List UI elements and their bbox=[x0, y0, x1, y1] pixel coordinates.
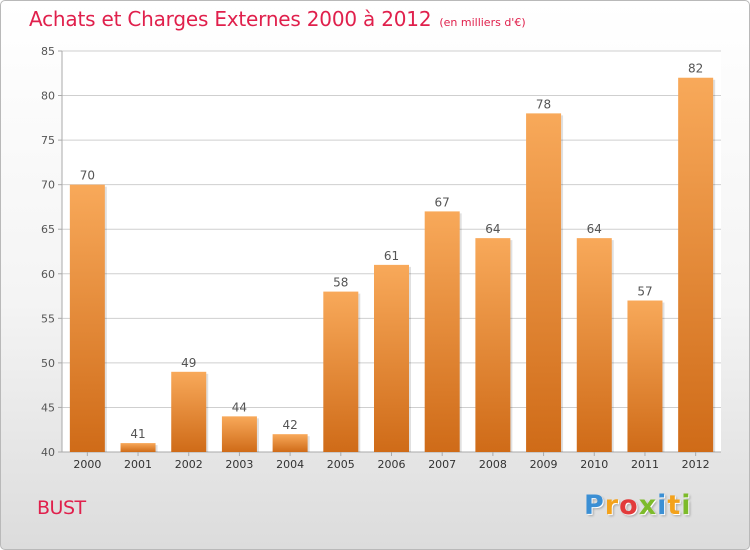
x-tick-label: 2009 bbox=[530, 458, 558, 471]
x-tick-label: 2000 bbox=[73, 458, 101, 471]
bar bbox=[475, 238, 511, 452]
data-label: 57 bbox=[637, 285, 652, 299]
y-tick-label: 45 bbox=[41, 401, 55, 414]
logo-letter: r bbox=[604, 490, 620, 521]
data-label: 44 bbox=[232, 400, 247, 414]
data-label: 67 bbox=[435, 195, 450, 209]
data-label: 41 bbox=[130, 427, 145, 441]
proxiti-logo: Proxiti bbox=[584, 490, 692, 521]
bar bbox=[627, 300, 663, 452]
bar bbox=[526, 113, 562, 452]
logo-letter: o bbox=[619, 490, 639, 521]
logo-letter: x bbox=[638, 490, 658, 521]
y-tick-label: 50 bbox=[41, 357, 55, 370]
x-tick-label: 2010 bbox=[580, 458, 608, 471]
x-tick-label: 2008 bbox=[479, 458, 507, 471]
bar bbox=[424, 211, 460, 452]
y-tick-label: 80 bbox=[41, 90, 55, 103]
x-tick-label: 2011 bbox=[631, 458, 659, 471]
y-tick-label: 75 bbox=[41, 134, 55, 147]
data-label: 61 bbox=[384, 249, 399, 263]
x-tick-label: 2006 bbox=[378, 458, 406, 471]
y-tick-label: 60 bbox=[41, 268, 55, 281]
data-label: 58 bbox=[333, 276, 348, 290]
x-tick-label: 2001 bbox=[124, 458, 152, 471]
data-label: 64 bbox=[587, 222, 602, 236]
bar bbox=[272, 434, 308, 452]
bar bbox=[69, 184, 105, 452]
x-tick-label: 2005 bbox=[327, 458, 355, 471]
logo-letter: t bbox=[667, 490, 682, 521]
logo-letter: i bbox=[657, 490, 668, 521]
y-tick-label: 65 bbox=[41, 223, 55, 236]
bar bbox=[678, 77, 714, 452]
logo-letter: P bbox=[584, 490, 605, 521]
bar bbox=[323, 291, 359, 452]
title-text: Achats et Charges Externes 2000 à 2012 bbox=[29, 7, 432, 31]
bar bbox=[120, 443, 156, 452]
y-tick-label: 85 bbox=[41, 45, 55, 58]
chart-title: Achats et Charges Externes 2000 à 2012 (e… bbox=[29, 7, 526, 31]
chart-subtitle: (en milliers d'€) bbox=[439, 16, 526, 29]
data-label: 82 bbox=[688, 62, 703, 76]
bar bbox=[221, 416, 257, 452]
data-label: 49 bbox=[181, 356, 196, 370]
x-tick-label: 2003 bbox=[225, 458, 253, 471]
y-tick-label: 40 bbox=[41, 446, 55, 459]
x-tick-label: 2012 bbox=[682, 458, 710, 471]
bar bbox=[374, 264, 409, 452]
commune-name: BUST bbox=[37, 497, 86, 519]
x-tick-label: 2007 bbox=[428, 458, 456, 471]
data-label: 70 bbox=[80, 169, 95, 183]
x-tick-label: 2002 bbox=[175, 458, 203, 471]
data-label: 42 bbox=[282, 418, 297, 432]
logo-letter: i bbox=[681, 490, 692, 521]
data-label: 64 bbox=[485, 222, 500, 236]
bar bbox=[576, 238, 612, 452]
y-tick-label: 55 bbox=[41, 312, 55, 325]
data-label: 78 bbox=[536, 97, 551, 111]
bar bbox=[171, 371, 207, 452]
x-tick-label: 2004 bbox=[276, 458, 304, 471]
y-tick-label: 70 bbox=[41, 179, 55, 192]
